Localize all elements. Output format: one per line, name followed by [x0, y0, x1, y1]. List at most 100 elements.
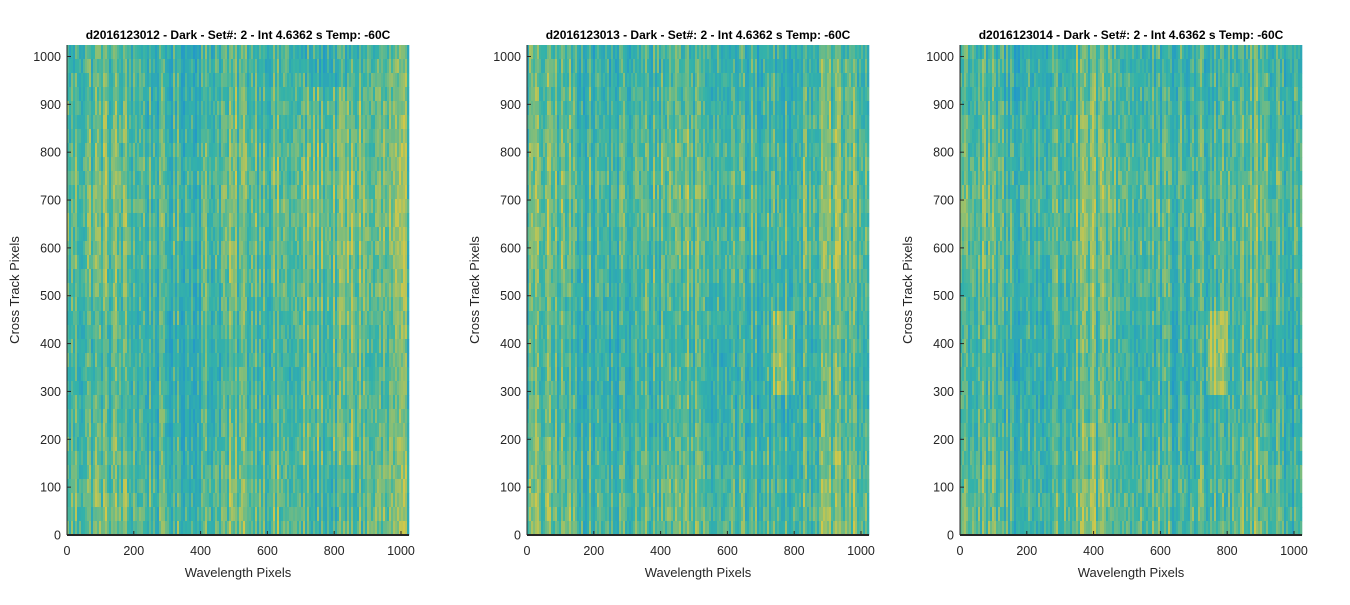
heatmap-cell	[343, 241, 346, 256]
heatmap-cell	[87, 325, 90, 340]
heatmap-cell	[337, 115, 340, 130]
heatmap-cell	[291, 283, 294, 298]
heatmap-cell	[177, 185, 180, 200]
heatmap-cell	[169, 129, 172, 144]
heatmap-cell	[161, 437, 164, 452]
heatmap-cell	[225, 269, 228, 284]
heatmap-cell	[353, 255, 356, 270]
heatmap-cell	[243, 199, 246, 214]
heatmap-cell	[385, 171, 388, 186]
heatmap-cell	[79, 325, 82, 340]
heatmap-cell	[367, 45, 370, 60]
heatmap-cell	[391, 87, 394, 102]
heatmap-cell	[223, 297, 226, 312]
heatmap-cell	[211, 409, 214, 424]
heatmap-cell	[357, 45, 360, 60]
heatmap-cell	[297, 367, 300, 382]
heatmap-cell	[231, 423, 234, 438]
heatmap-cell	[347, 101, 350, 116]
heatmap-cell	[345, 283, 348, 298]
heatmap-cell	[349, 269, 352, 284]
heatmap-cell	[117, 339, 120, 354]
heatmap-cell	[399, 73, 402, 88]
heatmap-cell	[77, 199, 80, 214]
heatmap-cell	[211, 143, 214, 158]
heatmap-cell	[185, 367, 188, 382]
heatmap-cell	[217, 311, 220, 326]
heatmap-cell	[101, 367, 104, 382]
heatmap-cell	[231, 227, 234, 242]
heatmap-cell	[405, 381, 408, 396]
heatmap-cell	[389, 227, 392, 242]
heatmap-cell	[311, 437, 314, 452]
heatmap-cell	[395, 325, 398, 340]
heatmap-cell	[323, 143, 326, 158]
heatmap-cell	[363, 367, 366, 382]
heatmap-cell	[129, 381, 132, 396]
heatmap-cell	[321, 59, 324, 74]
heatmap-cell	[253, 115, 256, 130]
heatmap-cell	[173, 87, 176, 102]
heatmap-cell	[125, 185, 128, 200]
heatmap-cell	[385, 395, 388, 410]
heatmap-cell	[81, 283, 84, 298]
heatmap-cell	[163, 437, 166, 452]
heatmap-cell	[163, 255, 166, 270]
heatmap-cell	[67, 199, 70, 214]
heatmap-cell	[133, 339, 136, 354]
heatmap-cell	[165, 269, 168, 284]
heatmap-cell	[375, 353, 378, 368]
heatmap-cell	[315, 409, 318, 424]
heatmap-cell	[387, 213, 390, 228]
heatmap-cell	[99, 213, 102, 228]
heatmap-cell	[385, 381, 388, 396]
heatmap-cell	[367, 59, 370, 74]
heatmap-cell	[73, 59, 76, 74]
heatmap-cell	[203, 73, 206, 88]
heatmap-cell	[349, 199, 352, 214]
heatmap-cell	[387, 171, 390, 186]
heatmap-cell	[193, 227, 196, 242]
heatmap-cell	[197, 87, 200, 102]
heatmap-cell	[347, 143, 350, 158]
heatmap-cell	[157, 241, 160, 256]
heatmap-cell	[83, 381, 86, 396]
heatmap-cell	[289, 129, 292, 144]
heatmap-cell	[181, 325, 184, 340]
heatmap-cell	[323, 213, 326, 228]
heatmap-cell	[141, 269, 144, 284]
heatmap-cell	[157, 59, 160, 74]
heatmap-cell	[389, 45, 392, 60]
heatmap-cell	[185, 241, 188, 256]
heatmap-cell	[253, 241, 256, 256]
heatmap-cell	[199, 255, 202, 270]
heatmap-cell	[153, 227, 156, 242]
heatmap-cell	[389, 353, 392, 368]
heatmap-cell	[163, 227, 166, 242]
heatmap-cell	[285, 409, 288, 424]
heatmap-cell	[101, 185, 104, 200]
heatmap-cell	[81, 423, 84, 438]
heatmap-cell	[351, 129, 354, 144]
heatmap-cell	[79, 143, 82, 158]
heatmap-cell	[251, 325, 254, 340]
heatmap-cell	[317, 143, 320, 158]
heatmap-cell	[223, 101, 226, 116]
heatmap-cell	[103, 367, 106, 382]
heatmap-cell	[365, 241, 368, 256]
heatmap-cell	[125, 171, 128, 186]
heatmap-cell	[133, 73, 136, 88]
heatmap-cell	[129, 45, 132, 60]
heatmap-cell	[229, 143, 232, 158]
heatmap-cell	[403, 199, 406, 214]
heatmap-cell	[225, 87, 228, 102]
heatmap-cell	[187, 45, 190, 60]
heatmap-cell	[259, 325, 262, 340]
heatmap-cell	[361, 255, 364, 270]
heatmap-cell	[355, 87, 358, 102]
heatmap-cell	[279, 171, 282, 186]
heatmap-cell	[383, 227, 386, 242]
heatmap-cell	[247, 115, 250, 130]
heatmap-cell	[109, 283, 112, 298]
heatmap-cell	[335, 269, 338, 284]
